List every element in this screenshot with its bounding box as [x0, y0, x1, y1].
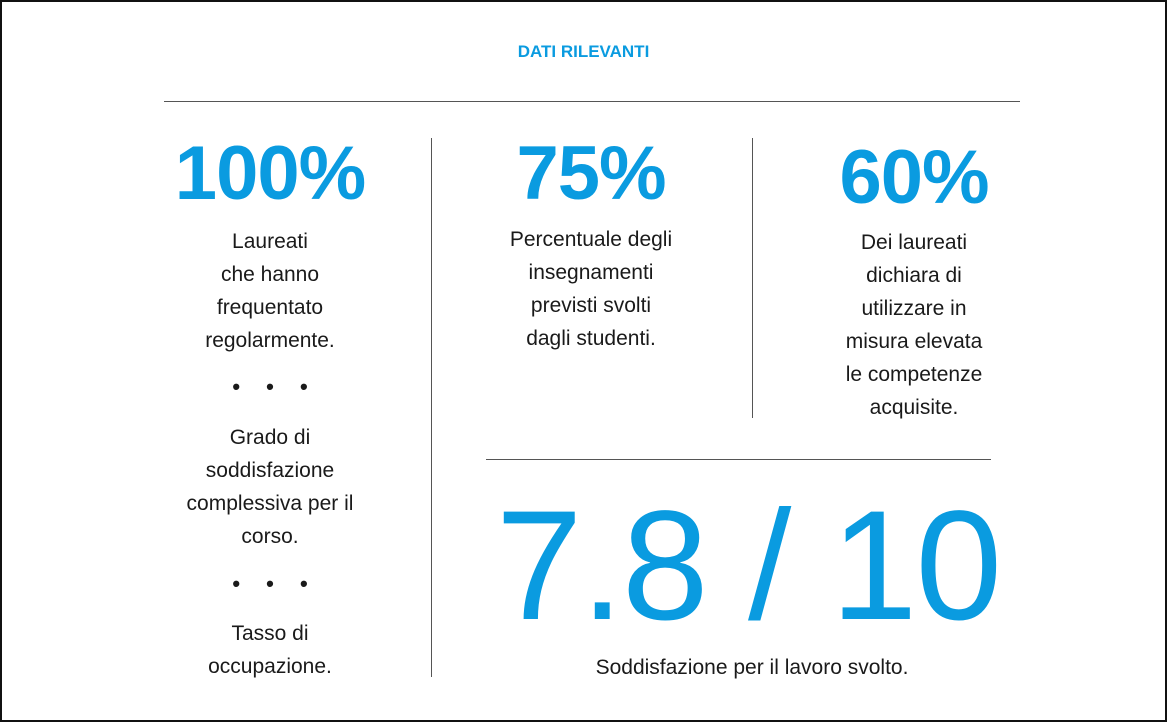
text-line: previsti svolti	[530, 294, 652, 317]
top-divider	[164, 101, 1020, 102]
text-line: soddisfazione	[205, 459, 335, 482]
text-line: frequentato	[216, 296, 324, 319]
text-line: Dei laureati	[860, 231, 968, 254]
score-divider	[486, 459, 991, 460]
score-caption: Soddisfazione per il lavoro svolto.	[595, 656, 909, 679]
text-line: insegnamenti	[528, 261, 654, 284]
text-line: Tasso di	[231, 622, 309, 645]
stat-value-attendance: 100%	[174, 131, 366, 216]
score-value: 7.8 / 10	[495, 479, 1002, 653]
separator-dots: • • •	[232, 374, 318, 399]
text-line: dagli studenti.	[526, 327, 656, 350]
column-divider-2	[752, 138, 753, 418]
text-line: corso.	[241, 525, 299, 548]
section-title: DATI RILEVANTI	[517, 42, 650, 61]
text-line: Percentuale degli	[509, 228, 673, 251]
text-line: Laureati	[232, 230, 308, 253]
text-line: utilizzare in	[861, 297, 967, 320]
text-line: complessiva per il	[186, 492, 354, 515]
text-line: dichiara di	[866, 264, 962, 287]
text-line: acquisite.	[869, 396, 959, 419]
text-line: misura elevata	[845, 330, 983, 353]
employment-description: Tasso di occupazione.	[140, 617, 400, 683]
text-line: occupazione.	[208, 655, 332, 678]
stat-description-attendance: Laureati che hanno frequentato regolarme…	[140, 225, 400, 357]
stat-value-courses: 75%	[516, 131, 666, 216]
text-line: che hanno	[220, 263, 320, 286]
separator-dots: • • •	[232, 571, 318, 596]
stat-description-skills: Dei laureati dichiara di utilizzare in m…	[784, 226, 1044, 424]
satisfaction-description: Grado di soddisfazione complessiva per i…	[140, 421, 400, 553]
text-line: Grado di	[229, 426, 311, 449]
stat-value-skills: 60%	[839, 135, 989, 220]
stat-description-courses: Percentuale degli insegnamenti previsti …	[461, 223, 721, 355]
column-divider-1	[431, 138, 432, 677]
text-line: le competenze	[845, 363, 983, 386]
text-line: regolarmente.	[205, 329, 335, 352]
